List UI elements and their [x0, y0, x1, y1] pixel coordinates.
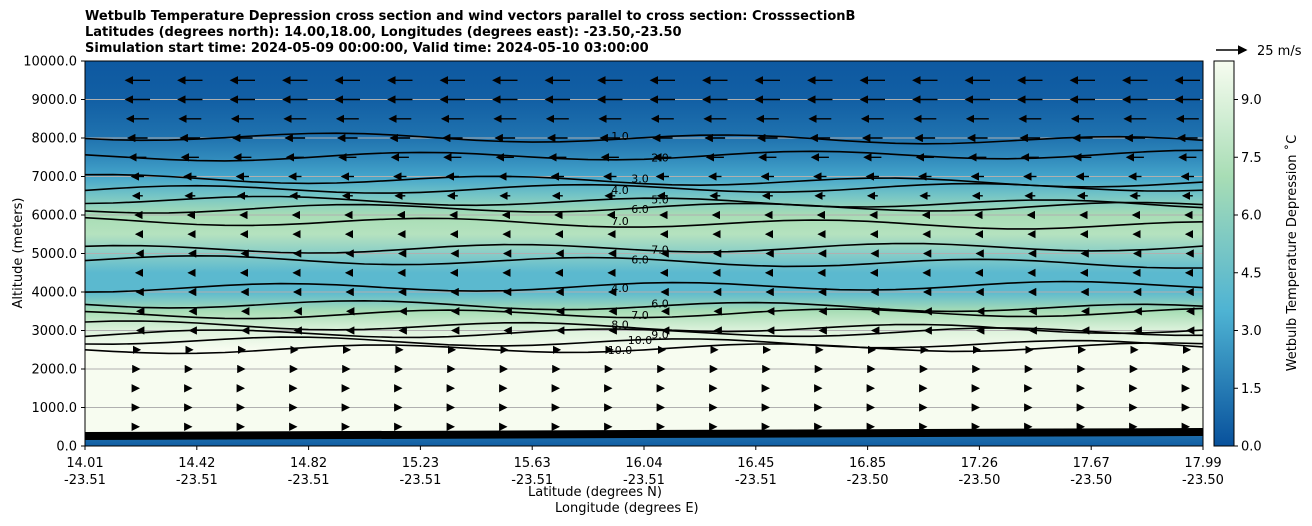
contour-label: 7.0	[631, 309, 649, 322]
contour-label: 8.0	[611, 319, 629, 332]
contour-label: 3.0	[631, 172, 649, 185]
colorbar-tick-label: 1.5	[1241, 382, 1262, 397]
x-tick-label-lat: 14.01	[66, 456, 103, 471]
grid-lines	[85, 99, 1203, 408]
contour-line	[85, 149, 1203, 162]
y-tick-label: 4000.0	[32, 286, 78, 301]
surface-contour-band	[85, 428, 1203, 440]
title-line-3: Simulation start time: 2024-05-09 00:00:…	[85, 41, 649, 56]
x-tick-label-lon: -23.51	[735, 473, 777, 488]
y-axis: 0.0 1000.0 2000.0 3000.0 4000.0 5000.0 6000.0 7…	[23, 55, 85, 455]
quiver-key-label: 25 m/s	[1257, 44, 1302, 59]
x-tick-label-lat: 16.45	[737, 456, 774, 471]
y-tick-label: 7000.0	[32, 170, 78, 185]
x-tick-label-lon: -23.51	[511, 473, 553, 488]
x-tick-label-lat: 16.85	[849, 456, 886, 471]
x-tick-label-lon: -23.50	[1182, 473, 1224, 488]
contour-label: 4.0	[611, 184, 629, 197]
contour-label: 6.0	[631, 253, 649, 266]
x-tick-label-lon: -23.51	[623, 473, 665, 488]
x-axis: 14.01 -23.51 14.42 -23.51 14.82 -23.51 15.23 -2…	[64, 446, 1224, 488]
x-tick-label-lat: 14.82	[290, 456, 327, 471]
colorbar: 0.0 1.5 3.0 4.5 6.0 7.5 9.0	[1213, 60, 1262, 455]
y-axis-label: Altitude (meters)	[11, 198, 26, 309]
y-tick-label: 1000.0	[32, 401, 78, 416]
x-axis-label-2: Longitude (degrees E)	[555, 501, 699, 516]
contour-label: 6.0	[651, 298, 669, 311]
colorbar-tick-label: 7.5	[1241, 151, 1262, 166]
contour-line	[85, 299, 1203, 313]
contour-line	[85, 132, 1203, 145]
x-tick-label-lat: 17.99	[1184, 456, 1221, 471]
contour-line	[85, 320, 1203, 335]
colorbar-tick-label: 0.0	[1241, 440, 1262, 455]
x-tick-label-lat: 17.26	[961, 456, 998, 471]
colorbar-tick-label: 9.0	[1241, 93, 1262, 108]
x-tick-label-lon: -23.50	[958, 473, 1000, 488]
x-tick-label-lat: 15.63	[514, 456, 551, 471]
x-tick-label-lat: 16.04	[625, 456, 662, 471]
y-tick-label: 0.0	[56, 440, 77, 455]
contour-line	[85, 254, 1203, 269]
x-tick-label-lon: -23.50	[847, 473, 889, 488]
contour-line	[85, 216, 1203, 230]
colorbar-fill	[1213, 60, 1235, 447]
x-tick-label-lon: -23.50	[1070, 473, 1112, 488]
contour-label: 10.0	[628, 334, 653, 347]
x-tick-label-lon: -23.51	[288, 473, 330, 488]
y-tick-label: 9000.0	[32, 93, 78, 108]
x-tick-label-lon: -23.51	[64, 473, 106, 488]
y-tick-label: 5000.0	[32, 247, 78, 262]
contour-label: 4.0	[611, 282, 629, 295]
title-line-1: Wetbulb Temperature Depression cross sec…	[85, 9, 856, 24]
chart-title: Wetbulb Temperature Depression cross sec…	[85, 9, 855, 57]
colorbar-tick-label: 3.0	[1241, 324, 1262, 339]
contour-line	[85, 327, 1203, 339]
colorbar-tick-label: 4.5	[1241, 266, 1262, 281]
wind-vectors	[124, 76, 1200, 431]
y-tick-label: 8000.0	[32, 132, 78, 147]
contour-label: 10.0	[608, 344, 633, 357]
contour-line	[85, 173, 1203, 188]
x-tick-label-lat: 15.23	[402, 456, 439, 471]
contour-line	[85, 195, 1203, 209]
x-tick-label-lat: 17.67	[1073, 456, 1110, 471]
y-tick-label: 6000.0	[32, 209, 78, 224]
x-axis-label: Latitude (degrees N)	[528, 485, 662, 500]
contour-line	[85, 280, 1203, 293]
title-line-2: Latitudes (degrees north): 14.00,18.00, …	[85, 25, 682, 40]
y-tick-label: 2000.0	[32, 363, 78, 378]
contour-line	[85, 336, 1203, 349]
y-tick-label: 3000.0	[32, 324, 78, 339]
contour-line	[85, 342, 1203, 355]
contour-line	[85, 242, 1203, 254]
contour-lines: 10.010.0 9.08.07.06.04.06.07.07.06.05.04.…	[85, 130, 1203, 440]
contour-label: 7.0	[651, 244, 669, 257]
y-tick-label: 10000.0	[23, 55, 77, 70]
colorbar-label: Wetbulb Temperature Depression ˚C	[1284, 135, 1300, 372]
contour-label: 1.0	[611, 130, 629, 143]
contour-label: 7.0	[611, 215, 629, 228]
x-tick-label-lat: 14.42	[178, 456, 215, 471]
x-tick-label-lon: -23.51	[176, 473, 218, 488]
contour-line	[85, 307, 1203, 320]
x-tick-label-lon: -23.51	[399, 473, 441, 488]
colorbar-tick-label: 6.0	[1241, 209, 1262, 224]
contour-label: 6.0	[631, 203, 649, 216]
quiver-key: 25 m/s	[1216, 44, 1302, 59]
contour-line	[85, 201, 1203, 214]
